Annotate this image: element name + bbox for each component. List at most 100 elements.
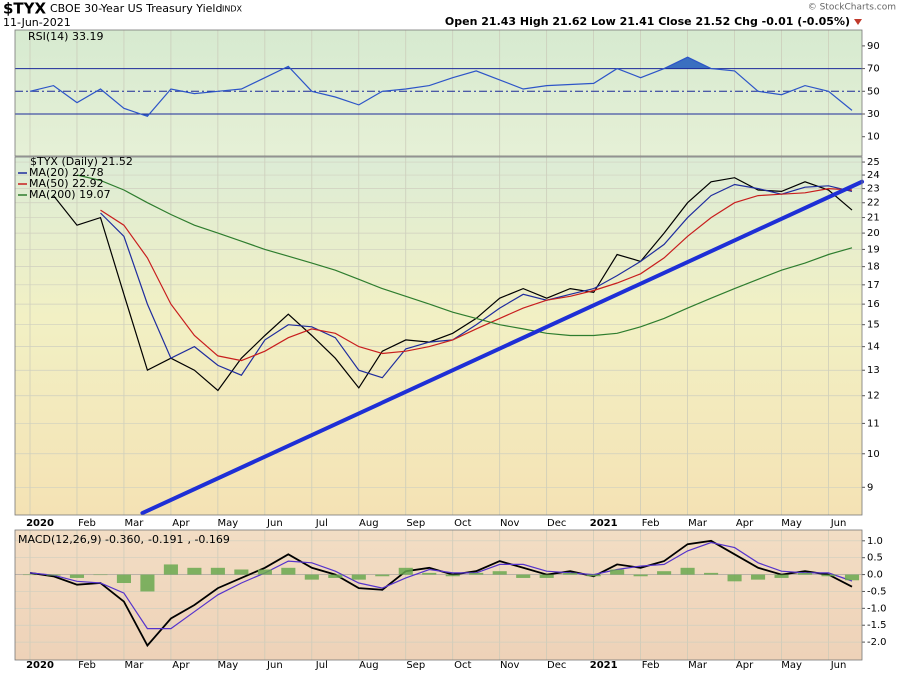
histogram-bar bbox=[751, 574, 766, 580]
y-tick-label: 0.0 bbox=[867, 570, 883, 581]
y-tick-label: 22 bbox=[867, 198, 880, 209]
x-tick-label: Feb bbox=[78, 660, 96, 671]
y-tick-label: 24 bbox=[867, 170, 880, 181]
histogram-bar bbox=[563, 572, 578, 575]
rsi-fill bbox=[283, 57, 712, 69]
panel-background bbox=[15, 30, 862, 156]
x-tick-label: Apr bbox=[172, 518, 190, 529]
histogram-bar bbox=[797, 572, 813, 575]
y-tick-label: 10 bbox=[867, 132, 880, 143]
series-line bbox=[100, 187, 853, 362]
x-tick-label: Mar bbox=[125, 660, 145, 671]
x-tick-label: May bbox=[781, 660, 802, 671]
histogram-bar bbox=[375, 574, 390, 577]
y-tick-label: 19 bbox=[867, 244, 880, 255]
credit: © StockCharts.com bbox=[808, 3, 896, 13]
panel: 90 70 50 30 10 RSI(14) 33.19 bbox=[14, 29, 880, 157]
histogram-bar bbox=[469, 572, 484, 575]
histogram-bar bbox=[140, 574, 155, 592]
x-tick-label: May bbox=[218, 518, 239, 529]
exchange: INDX bbox=[222, 5, 243, 14]
series-line bbox=[100, 183, 853, 379]
y-tick-label: -1.5 bbox=[867, 620, 887, 631]
histogram-bar bbox=[704, 572, 719, 575]
y-tick-label: 1.0 bbox=[867, 536, 883, 547]
y-tick-label: -2.0 bbox=[867, 637, 887, 648]
legend-entry: MA(50) 22.92 bbox=[29, 177, 104, 190]
x-tick-label: Dec bbox=[547, 660, 566, 671]
histogram-bar bbox=[680, 567, 695, 575]
histogram-bar bbox=[657, 571, 672, 575]
date: 11-Jun-2021 bbox=[3, 16, 71, 29]
x-tick-label: Sep bbox=[406, 518, 425, 529]
x-tick-label: Aug bbox=[359, 660, 379, 671]
series-line bbox=[29, 56, 853, 117]
x-tick-label: Aug bbox=[359, 518, 379, 529]
y-tick-label: 25 bbox=[867, 157, 880, 168]
panel: 2020 Feb Mar Apr May Jun Jul Aug Sep Oct Nov Dec 202… bbox=[14, 529, 887, 671]
x-tick-label: Feb bbox=[78, 518, 96, 529]
histogram-bar bbox=[539, 574, 554, 578]
quote: Open 21.43 High 21.62 Low 21.41 Close 21… bbox=[445, 15, 850, 28]
legend-entry: -0.191 bbox=[148, 533, 183, 546]
histogram-bar bbox=[163, 564, 178, 575]
panel: 2020 Feb Mar Apr May Jun Jul Aug Sep Oct Nov Dec 202… bbox=[14, 155, 880, 529]
histogram-bar bbox=[304, 574, 319, 580]
x-tick-label: Apr bbox=[736, 660, 754, 671]
histogram-bar bbox=[586, 574, 601, 577]
x-tick-label: Jul bbox=[315, 660, 328, 671]
x-tick-label: Feb bbox=[642, 660, 660, 671]
x-tick-label: Nov bbox=[500, 518, 520, 529]
legend-entry: , -0.169 bbox=[187, 533, 229, 546]
x-tick-label: Apr bbox=[172, 660, 190, 671]
histogram-bar bbox=[257, 569, 272, 575]
histogram-bar bbox=[610, 569, 625, 575]
x-tick-label: Oct bbox=[454, 660, 471, 671]
y-tick-label: 11 bbox=[867, 418, 880, 429]
legend-entry: MA(20) 22.78 bbox=[29, 166, 104, 179]
histogram-bar bbox=[46, 574, 61, 576]
y-tick-label: 20 bbox=[867, 228, 880, 239]
y-tick-label: -0.5 bbox=[867, 586, 887, 597]
x-tick-label: Mar bbox=[688, 660, 708, 671]
y-tick-label: 23 bbox=[867, 184, 880, 195]
histogram-bar bbox=[774, 574, 789, 578]
histogram-bar bbox=[727, 574, 742, 582]
x-tick-label: Apr bbox=[736, 518, 754, 529]
y-tick-label: 9 bbox=[867, 482, 873, 493]
y-tick-label: 21 bbox=[867, 213, 880, 224]
histogram-bar bbox=[210, 567, 225, 575]
histogram-bar bbox=[516, 574, 531, 578]
histogram-bar bbox=[69, 574, 85, 578]
panel-background bbox=[15, 530, 862, 660]
histogram-bar bbox=[422, 572, 437, 575]
y-tick-label: 16 bbox=[867, 299, 880, 310]
legend-entry: RSI(14) 33.19 bbox=[28, 30, 103, 43]
y-tick-label: 13 bbox=[867, 365, 880, 376]
x-tick-label: Sep bbox=[406, 660, 425, 671]
histogram-bar bbox=[116, 574, 131, 584]
trendline bbox=[140, 179, 864, 516]
x-tick-label: Nov bbox=[500, 660, 520, 671]
y-tick-label: -1.0 bbox=[867, 603, 887, 614]
y-tick-label: 15 bbox=[867, 320, 880, 331]
histogram-bar bbox=[234, 569, 249, 575]
legend-entry: MACD(12,26,9) -0.360, bbox=[18, 533, 144, 546]
change-marker bbox=[854, 19, 862, 25]
y-tick-label: 17 bbox=[867, 280, 880, 291]
panel-frame bbox=[14, 529, 863, 661]
panel-frame bbox=[14, 156, 863, 516]
histogram-bar bbox=[22, 574, 38, 576]
y-tick-label: 14 bbox=[867, 342, 880, 353]
x-tick-label: 2020 bbox=[26, 660, 54, 671]
x-tick-label: Oct bbox=[454, 518, 471, 529]
x-tick-label: Jul bbox=[315, 518, 328, 529]
y-tick-label: 70 bbox=[867, 64, 880, 75]
histogram-bar bbox=[93, 574, 108, 576]
series-line bbox=[53, 177, 853, 392]
x-tick-label: May bbox=[218, 660, 239, 671]
x-tick-label: Mar bbox=[125, 518, 145, 529]
y-tick-label: 12 bbox=[867, 391, 880, 402]
series-line bbox=[29, 541, 853, 630]
